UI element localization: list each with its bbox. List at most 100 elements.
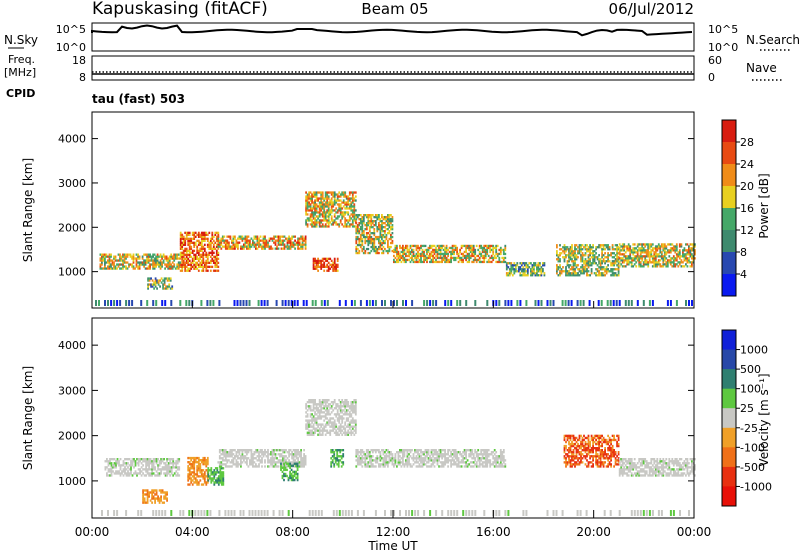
power-cell-494: [196, 267, 199, 270]
power-cell-37: [108, 263, 111, 266]
velocity-cell-127: [140, 474, 143, 477]
velocity-cell-1048: [314, 403, 316, 406]
velocity-cell-1460: [368, 465, 371, 468]
velocity-cell-773: [273, 449, 275, 452]
power-cell-2276: [526, 266, 529, 269]
velocity-cell-745: [267, 453, 269, 456]
velocity-cell-544: [220, 475, 223, 478]
power-cell-585: [205, 237, 208, 240]
velocity-cell-1299: [348, 415, 351, 418]
power-ground-cell-3152: [125, 300, 128, 306]
velocity-cell-1662: [421, 461, 424, 464]
velocity-cell-1130: [324, 399, 327, 402]
power-cell-1931: [433, 252, 436, 256]
power-cell-846: [268, 239, 271, 242]
velocity-cell-1064: [317, 425, 319, 428]
power-cell-1336: [351, 221, 354, 224]
velocity-cell-592: [226, 459, 229, 462]
power-cell-2539: [587, 270, 590, 273]
power-cell-2080: [471, 252, 474, 256]
power-cell-1705: [385, 235, 388, 239]
power-cell-2774: [624, 251, 627, 254]
velocity-cell-192: [155, 462, 158, 465]
power-cell-2228: [511, 266, 514, 269]
power-cell-2355: [559, 258, 561, 261]
power-cell-511: [197, 251, 200, 254]
power-cell-1996: [448, 258, 451, 262]
power-cell-1434: [333, 267, 336, 270]
power-cell-254: [170, 253, 173, 256]
power-cell-477: [193, 243, 196, 246]
power-cell-1174: [327, 195, 330, 198]
power-cell-2848: [639, 263, 642, 266]
velocity-cell-376: [190, 481, 193, 484]
velocity-cell-316: [152, 497, 155, 500]
velocity-cell-778: [274, 455, 277, 458]
power-colorbar-label: Power [dB]: [757, 173, 771, 238]
velocity-cell-1236: [341, 433, 344, 436]
power-ground-cell-3216: [435, 300, 438, 306]
power-cell-1777: [396, 248, 398, 252]
power-cell-103: [126, 255, 129, 258]
power-cell-2036: [460, 260, 463, 264]
power-cell-1849: [414, 256, 416, 260]
power-cell-2755: [621, 257, 624, 260]
power-cell-363: [181, 259, 184, 262]
power-cell-1470: [356, 232, 359, 235]
cpid-label: CPID: [6, 87, 35, 100]
velocity-cell-1261: [344, 423, 347, 426]
velocity-cell-469: [205, 483, 208, 486]
power-cell-2247: [519, 268, 522, 271]
power-cell-1116: [321, 197, 324, 200]
velocity-cell-280: [178, 466, 181, 469]
power-cell-1994: [447, 248, 449, 252]
nsky-label: N.Sky: [4, 33, 38, 47]
power-cell-2071: [468, 244, 471, 248]
velocity-cell-955: [293, 462, 296, 465]
power-ytick-label-2: 3000: [58, 177, 86, 190]
velocity-cell-685: [250, 453, 253, 456]
power-cell-2067: [468, 254, 471, 258]
velocity-cell-382: [190, 465, 193, 468]
velocity-cell-1317: [351, 431, 354, 434]
power-cell-2856: [639, 243, 642, 246]
power-cell-1309: [347, 199, 350, 202]
power-cell-1811: [403, 246, 406, 250]
power-cell-2745: [618, 243, 621, 246]
power-cell-1384: [315, 261, 318, 264]
power-cell-2223: [510, 266, 513, 269]
velocity-cell-1349: [354, 409, 357, 412]
power-cell-1817: [405, 244, 407, 248]
power-ground-cell-3208: [396, 300, 398, 306]
velocity-cell-1012: [309, 401, 312, 404]
power-cell-761: [241, 235, 244, 238]
power-cell-2204: [504, 244, 507, 248]
power-cell-1330: [350, 203, 353, 206]
power-cell-188: [153, 267, 156, 270]
velocity-cell-1334: [353, 411, 356, 414]
power-cell-1233: [336, 203, 339, 206]
power-cell-695: [220, 239, 223, 242]
power-cell-1062: [315, 207, 318, 210]
power-cell-83: [122, 265, 124, 268]
power-cell-1265: [341, 201, 344, 204]
power-cell-2580: [593, 262, 596, 265]
power-cell-2652: [605, 272, 608, 275]
power-cell-1664: [379, 220, 382, 223]
power-cell-2316: [539, 264, 541, 267]
power-cell-2782: [626, 247, 629, 250]
velocity-cell-1220: [338, 407, 341, 410]
velocity-cell-142: [145, 470, 147, 473]
velocity-cell-1639: [415, 449, 418, 452]
power-cell-228: [164, 263, 166, 266]
power-cell-943: [301, 247, 304, 250]
power-cell-18: [104, 267, 106, 270]
power-cell-390: [184, 267, 187, 270]
power-cell-1672: [381, 233, 383, 237]
velocity-cell-1060: [315, 405, 318, 408]
velocity-cell-35: [113, 462, 116, 465]
velocity-cell-1333: [353, 419, 356, 422]
velocity-cell-1493: [376, 449, 379, 452]
power-cell-2459: [574, 244, 576, 247]
velocity-cell-190: [155, 474, 158, 477]
